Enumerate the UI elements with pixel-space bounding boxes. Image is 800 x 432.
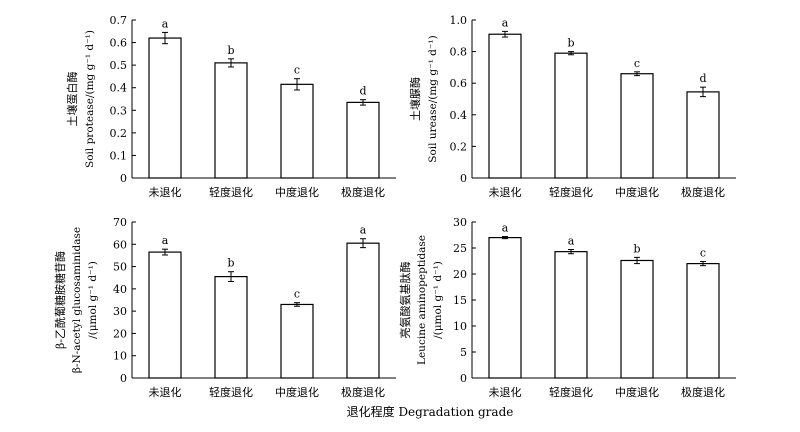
y-axis-label-cn: 土壤蛋白酶 xyxy=(65,72,79,127)
bar xyxy=(554,52,588,179)
y-axis-label-unit: /(μmol g⁻¹ d⁻¹) xyxy=(87,261,99,339)
bar xyxy=(554,251,588,379)
y-tick-label: 0.6 xyxy=(450,77,468,90)
category-label: 未退化 xyxy=(489,385,522,399)
y-tick-label: 30 xyxy=(453,216,467,229)
y-axis-label-en: β-N-acetyl glucosaminidase xyxy=(71,227,83,373)
significance-letter: a xyxy=(162,17,169,30)
significance-letter: a xyxy=(502,222,509,235)
y-axis-label-en: Soil protease/(mg g⁻¹ d⁻¹) xyxy=(84,30,96,168)
bar xyxy=(148,251,182,379)
y-tick-label: 25 xyxy=(453,242,467,255)
y-tick-label: 0.5 xyxy=(110,59,128,72)
category-label: 轻度退化 xyxy=(549,185,593,199)
bar xyxy=(686,263,720,379)
category-label: 中度退化 xyxy=(615,185,659,199)
y-tick-label: 0.1 xyxy=(110,149,128,162)
y-tick-label: 5 xyxy=(460,346,467,359)
y-tick-label: 0.7 xyxy=(110,14,128,27)
y-tick-label: 10 xyxy=(113,350,127,363)
significance-letter: b xyxy=(227,257,234,270)
y-tick-label: 10 xyxy=(453,320,467,333)
y-tick-label: 0.8 xyxy=(450,46,468,59)
y-tick-label: 50 xyxy=(113,261,127,274)
bar xyxy=(620,259,654,379)
category-label: 未退化 xyxy=(489,185,522,199)
significance-letter: a xyxy=(502,16,509,29)
significance-letter: b xyxy=(567,37,574,50)
bar xyxy=(686,91,720,179)
bar xyxy=(214,62,248,179)
bar xyxy=(488,33,522,179)
bar xyxy=(488,237,522,379)
category-label: 极度退化 xyxy=(341,185,385,199)
y-tick-label: 40 xyxy=(113,283,127,296)
significance-letter: a xyxy=(568,235,575,248)
bar xyxy=(214,276,248,379)
y-axis-label-cn: β-乙酰葡糖胺糖苷酶 xyxy=(53,251,67,349)
bar xyxy=(280,83,314,179)
significance-letter: c xyxy=(700,247,706,260)
y-tick-label: 0.4 xyxy=(110,82,128,95)
y-axis-label-en: Soil urease/(mg g⁻¹ d⁻¹) xyxy=(427,35,439,162)
significance-letter: d xyxy=(359,85,366,98)
y-axis-label-en: Leucine aminopeptidase xyxy=(416,235,428,365)
bar xyxy=(346,101,380,179)
y-tick-label: 0 xyxy=(460,372,467,385)
significance-letter: c xyxy=(294,288,300,301)
category-label: 中度退化 xyxy=(275,185,319,199)
significance-letter: c xyxy=(294,64,300,77)
y-tick-label: 0.2 xyxy=(450,140,468,153)
significance-letter: d xyxy=(699,72,706,85)
y-tick-label: 0 xyxy=(120,172,127,185)
significance-letter: a xyxy=(162,234,169,247)
category-label: 未退化 xyxy=(149,385,182,399)
y-axis-label-cn: 土壤脲酶 xyxy=(408,77,422,121)
significance-letter: b xyxy=(227,44,234,57)
bar xyxy=(280,303,314,379)
category-label: 极度退化 xyxy=(681,385,725,399)
bar xyxy=(346,242,380,379)
y-axis-label-unit: /(μmol g⁻¹ d⁻¹) xyxy=(432,261,444,339)
bar xyxy=(148,37,182,179)
panel-leucine-aminopeptidase: 0 5 10 15 20 25 30 a 未退化 a 轻度退化 b 中度退化 c 极度退化 亮氨酸氨基肽酶 Le… xyxy=(398,216,736,399)
y-tick-label: 15 xyxy=(453,294,467,307)
y-tick-label: 0 xyxy=(460,172,467,185)
y-tick-label: 60 xyxy=(113,238,127,251)
category-label: 极度退化 xyxy=(681,185,725,199)
category-label: 轻度退化 xyxy=(209,385,253,399)
y-tick-label: 0 xyxy=(120,372,127,385)
y-tick-label: 20 xyxy=(453,268,467,281)
panel-glucosaminidase: 0 10 20 30 40 50 60 70 a 未退化 b 轻度退化 c 中度退化 a 极度退化 β-乙酰葡糖… xyxy=(53,216,396,399)
category-label: 未退化 xyxy=(149,185,182,199)
significance-letter: c xyxy=(634,57,640,70)
y-tick-label: 0.3 xyxy=(110,104,128,117)
y-tick-label: 1.0 xyxy=(450,14,468,27)
bar xyxy=(620,73,654,179)
category-label: 轻度退化 xyxy=(209,185,253,199)
y-tick-label: 20 xyxy=(113,327,127,340)
y-tick-label: 30 xyxy=(113,305,127,318)
y-tick-label: 0.6 xyxy=(110,37,128,50)
category-label: 中度退化 xyxy=(615,385,659,399)
category-label: 轻度退化 xyxy=(549,385,593,399)
y-tick-label: 70 xyxy=(113,216,127,229)
significance-letter: b xyxy=(633,242,640,255)
y-tick-label: 0.2 xyxy=(110,127,128,140)
panel-soil-protease: 0 0.1 0.2 0.3 0.4 0.5 0.6 0.7 a 未退化 b 轻度退化 c 中度退化 d 极度退… xyxy=(65,14,396,199)
panel-soil-urease: 0 0.2 0.4 0.6 0.8 1.0 a 未退化 b 轻度退化 c 中度退化 d 极度退化 土壤脲酶 S… xyxy=(408,14,736,199)
category-label: 极度退化 xyxy=(341,385,385,399)
category-label: 中度退化 xyxy=(275,385,319,399)
significance-letter: a xyxy=(360,224,367,237)
y-tick-label: 0.4 xyxy=(450,109,468,122)
y-axis-label-cn: 亮氨酸氨基肽酶 xyxy=(398,262,412,339)
x-axis-label: 退化程度 Degradation grade xyxy=(347,404,514,419)
